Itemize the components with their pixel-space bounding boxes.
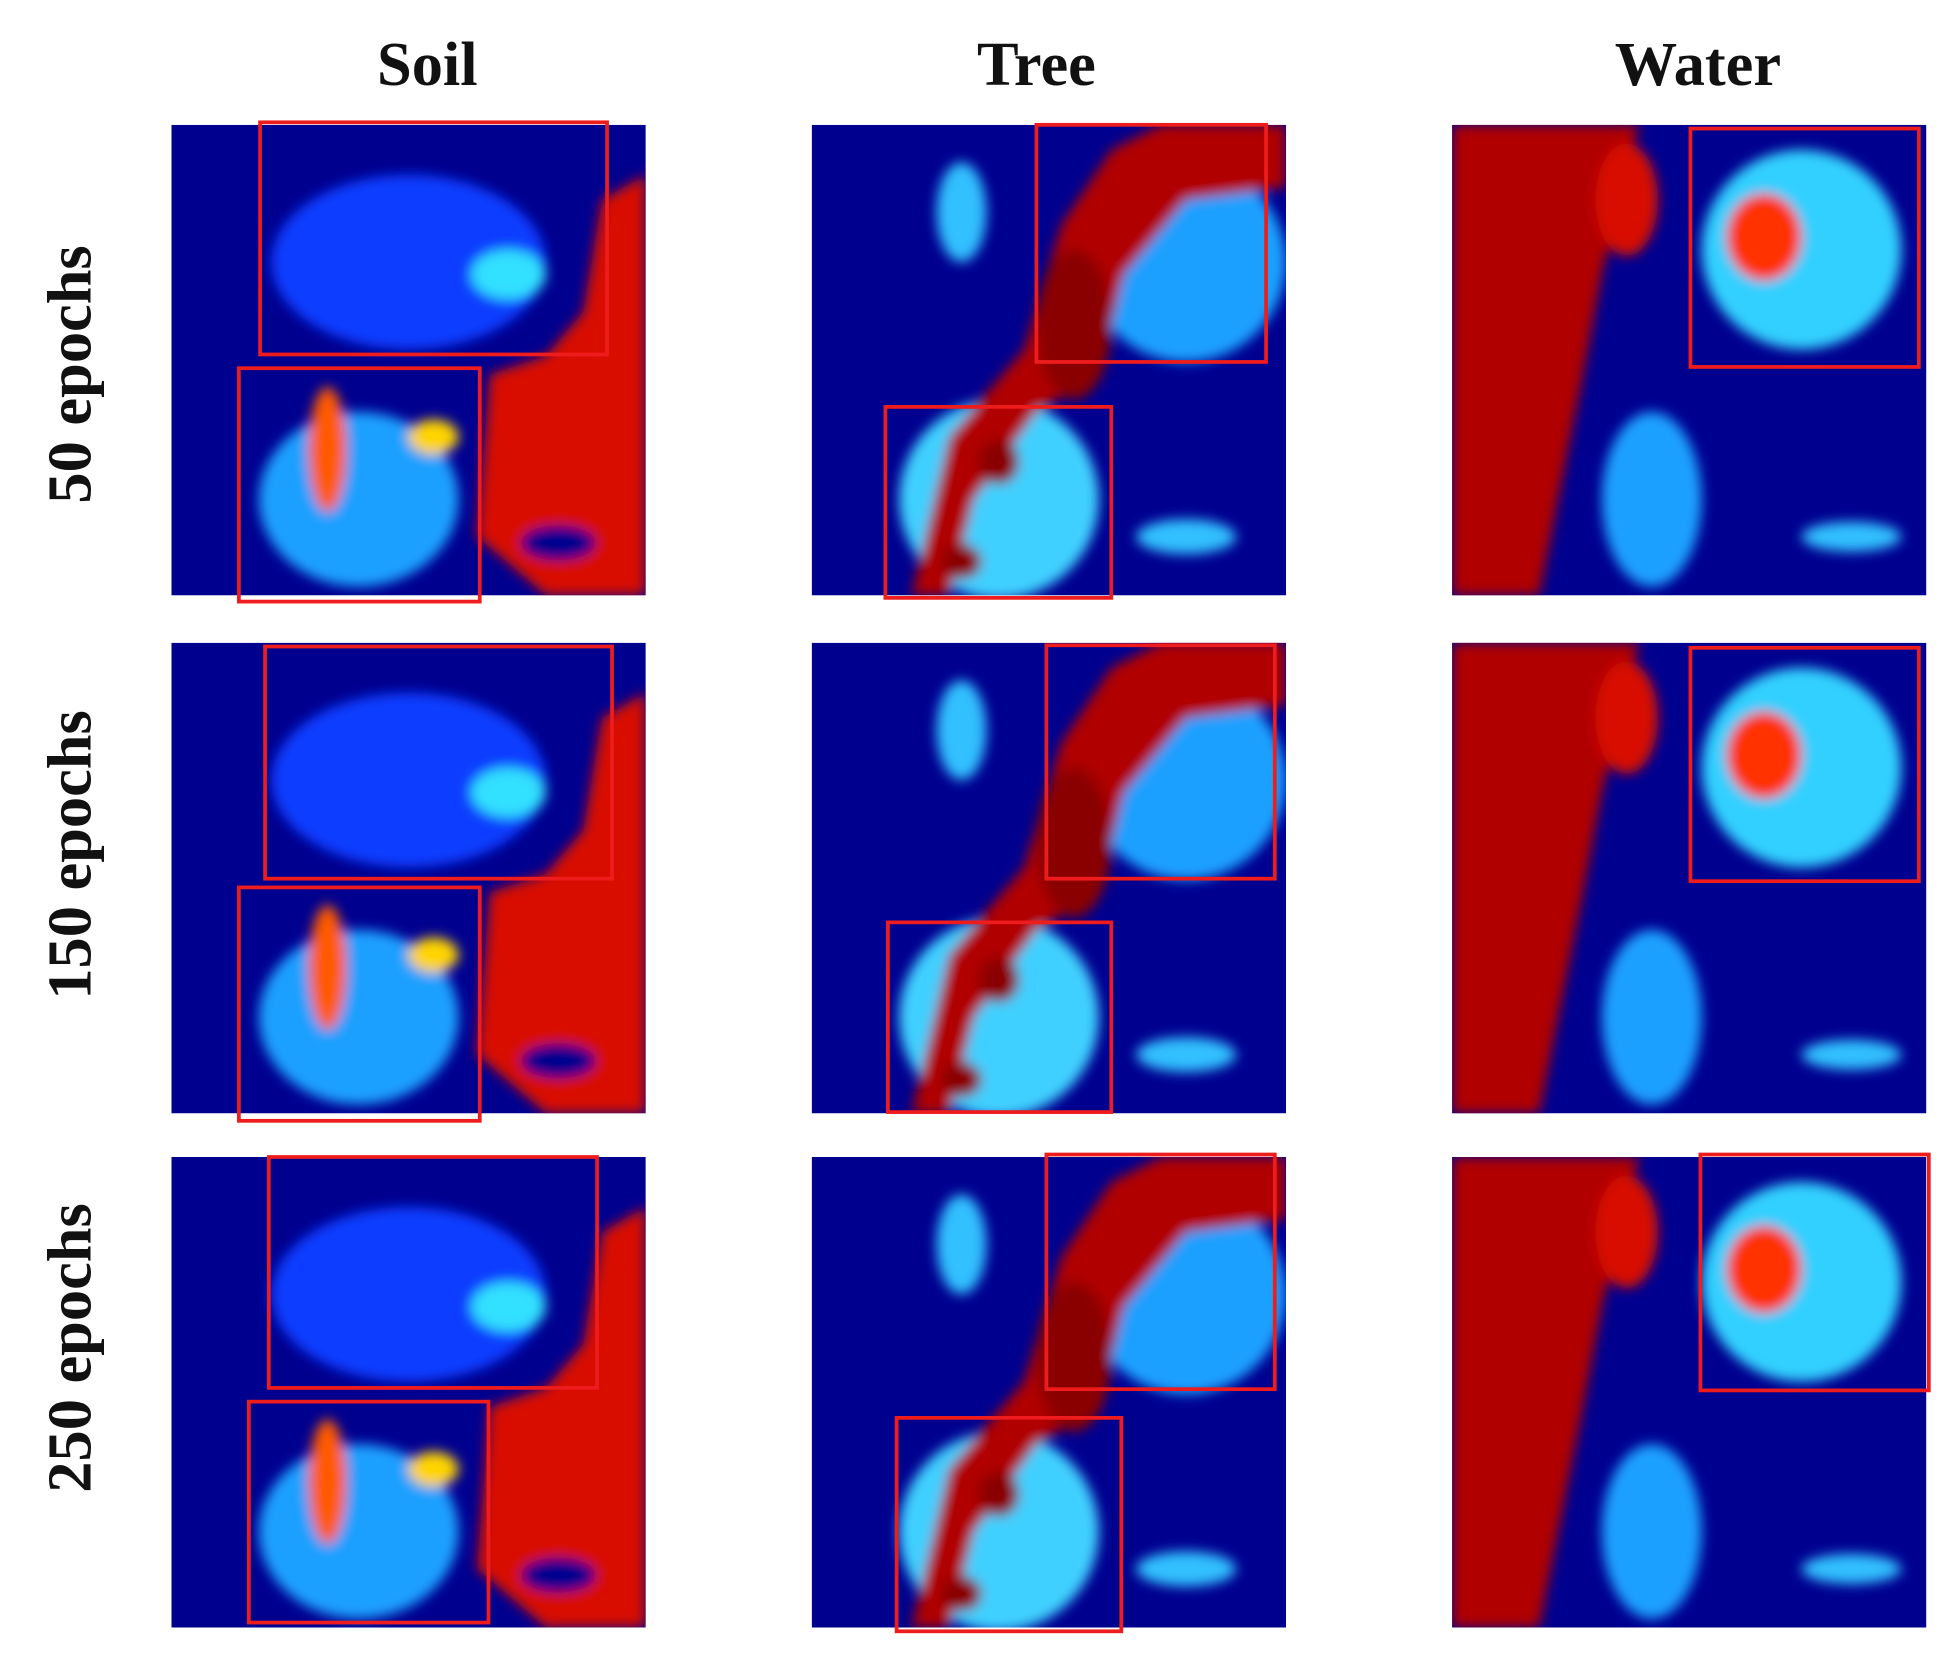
column-title: Soil (377, 30, 478, 99)
highlight-box (258, 120, 609, 357)
highlight-box (236, 366, 482, 604)
panel (171, 125, 645, 596)
highlight-box (886, 920, 1114, 1114)
highlight-box (266, 1155, 599, 1390)
highlight-box (1688, 645, 1921, 884)
highlight-box (894, 1415, 1124, 1634)
row-label: 150 epochs (35, 710, 104, 999)
highlight-box (1688, 126, 1921, 369)
panel (812, 1157, 1286, 1631)
highlight-box (883, 405, 1114, 600)
map (812, 1157, 1286, 1631)
highlight-box (236, 885, 482, 1123)
highlight-box (1044, 1152, 1277, 1392)
row-label: 250 epochs (35, 1203, 104, 1492)
highlight-box (1044, 643, 1277, 881)
highlight-box (263, 644, 614, 881)
map (171, 1157, 645, 1628)
map (171, 125, 645, 596)
highlight-box (1698, 1152, 1931, 1393)
highlight-box (246, 1399, 491, 1625)
row-label: 50 epochs (35, 245, 104, 503)
column-title: Tree (977, 30, 1096, 99)
column-title: Water (1615, 30, 1781, 99)
panel (171, 1157, 645, 1628)
highlight-box (1034, 122, 1268, 364)
